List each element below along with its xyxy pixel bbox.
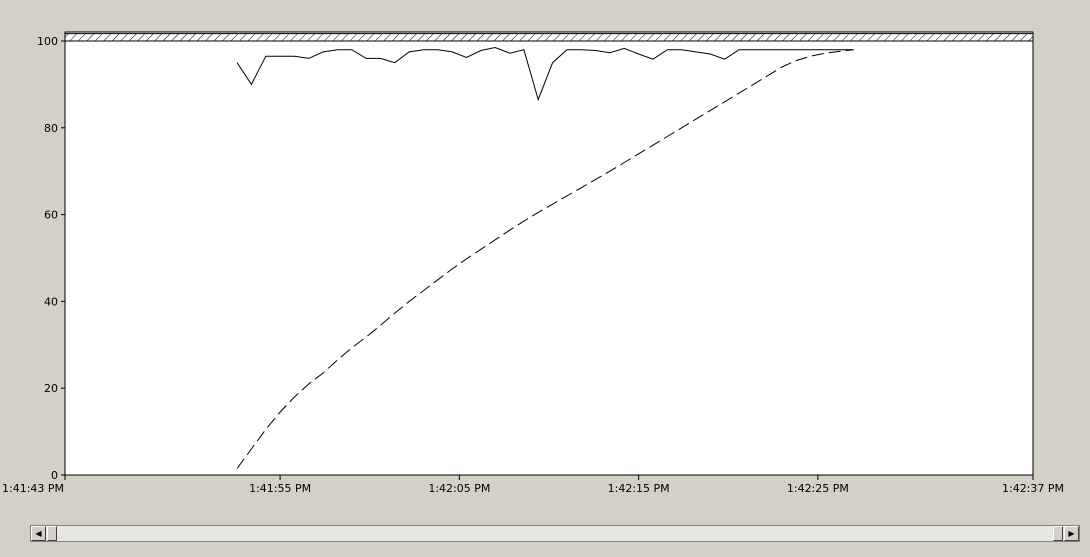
y-tick-label: 0 [51, 469, 58, 482]
scroll-left-button[interactable]: ◀ [31, 526, 46, 541]
right-arrow-icon: ▶ [1068, 529, 1075, 538]
y-tick-label: 60 [44, 209, 58, 222]
scroll-right-button[interactable]: ▶ [1064, 526, 1079, 541]
x-tick-label: 1:42:15 PM [608, 482, 670, 495]
x-tick-label: 1:42:25 PM [787, 482, 849, 495]
series-line-1 [236, 46, 854, 102]
x-tick-label: 1:41:55 PM [249, 482, 311, 495]
reference-band [64, 33, 1034, 42]
y-tick-label: 40 [44, 295, 58, 308]
x-tick-label: 1:41:43 PM [2, 482, 64, 495]
y-tick-label: 80 [44, 122, 58, 135]
chart-svg: 0 20 40 60 80 100 1:41:43 PM 1:41:55 PM 1:42:05 … [2, 31, 1064, 495]
x-tick-label: 1:42:05 PM [428, 482, 490, 495]
scroll-thumb-right[interactable] [1053, 526, 1063, 541]
horizontal-scrollbar[interactable]: ◀ ▶ [30, 525, 1080, 542]
y-tick-label: 20 [44, 382, 58, 395]
left-arrow-icon: ◀ [35, 529, 42, 538]
plot-background [64, 31, 1034, 476]
y-tick-label: 100 [37, 35, 58, 48]
x-tick-label: 1:42:37 PM [1002, 482, 1064, 495]
scroll-thumb-left[interactable] [47, 526, 57, 541]
